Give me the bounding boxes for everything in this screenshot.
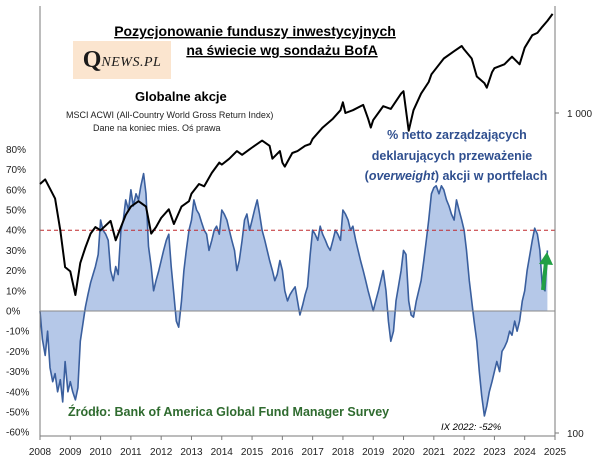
x-tick-label: 2024: [514, 447, 537, 458]
x-tick-label: 2015: [241, 447, 264, 458]
minimum-annotation: IX 2022: -52%: [441, 422, 502, 433]
axes: [39, 6, 556, 437]
x-tick-label: 2012: [150, 447, 173, 458]
left-tick-label: 0%: [6, 307, 21, 318]
left-tick-label: -50%: [6, 408, 29, 419]
stock-line: [39, 13, 554, 296]
left-tick-label: 50%: [6, 206, 26, 217]
qnews-logo: Q NEWS.PL: [73, 41, 171, 79]
left-tick-label: 40%: [6, 226, 26, 237]
x-tick-label: 2022: [453, 447, 476, 458]
right-tick-label: 100: [567, 429, 584, 440]
x-tick-label: 2013: [180, 447, 203, 458]
x-tick-label: 2018: [332, 447, 355, 458]
x-tick-label: 2010: [89, 447, 112, 458]
positioning-label-1: % netto zarządzających: [387, 128, 527, 142]
tick-labels: 80% 70% 60% 50% 40% 30% 20% 10% 0% -10% -20% -30% -4…: [6, 109, 592, 458]
positioning-area-series: [39, 172, 549, 417]
chart-title-line-2: na świecie wg sondażu BofA: [186, 42, 377, 58]
left-tick-label: -10%: [6, 327, 29, 338]
x-tick-label: 2017: [302, 447, 325, 458]
green-up-arrow-icon: [539, 252, 553, 291]
x-tick-label: 2019: [362, 447, 385, 458]
left-tick-label: -30%: [6, 367, 29, 378]
x-tick-label: 2009: [59, 447, 82, 458]
positioning-label-3: (overweight) akcji w portfelach: [365, 169, 548, 183]
left-tick-label: 20%: [6, 266, 26, 277]
positioning-label-2: deklarujących przeważenie: [372, 149, 533, 163]
left-tick-label: -40%: [6, 387, 29, 398]
left-tick-label: 70%: [6, 165, 26, 176]
positioning-label-3-em: overweight: [369, 169, 436, 183]
stocks-subtitle-1: MSCI ACWI (All-Country World Gross Retur…: [66, 110, 273, 120]
left-tick-label: 30%: [6, 246, 26, 257]
positioning-area-fill: [40, 173, 548, 416]
left-tick-label: 60%: [6, 185, 26, 196]
x-tick-label: 2008: [29, 447, 52, 458]
source-note: Źródło: Bank of America Global Fund Mana…: [68, 404, 389, 419]
x-tick-label: 2014: [211, 447, 234, 458]
x-tick-label: 2025: [544, 447, 567, 458]
x-tick-label: 2023: [483, 447, 506, 458]
chart-title-line-1: Pozycjonowanie funduszy inwestycyjnych: [114, 23, 396, 39]
positioning-label-3-post: ) akcji w portfelach: [435, 169, 548, 183]
left-tick-label: 10%: [6, 286, 26, 297]
logo-text: NEWS.PL: [101, 54, 162, 70]
x-tick-label: 2011: [120, 447, 142, 458]
logo-q: Q: [82, 46, 102, 73]
stocks-heading: Globalne akcje: [135, 89, 227, 104]
x-tick-label: 2020: [392, 447, 415, 458]
left-tick-label: -20%: [6, 347, 29, 358]
left-tick-label: 80%: [6, 145, 26, 156]
stock-index-series: [39, 13, 554, 296]
x-tick-label: 2016: [271, 447, 294, 458]
left-tick-label: -60%: [6, 428, 29, 439]
positioning-line: [39, 172, 549, 417]
positioning-label-3-pre: (: [365, 169, 370, 183]
x-tick-label: 2021: [423, 447, 446, 458]
right-tick-label: 1 000: [567, 109, 592, 120]
stocks-subtitle-2: Dane na koniec mies. Oś prawa: [93, 123, 221, 133]
